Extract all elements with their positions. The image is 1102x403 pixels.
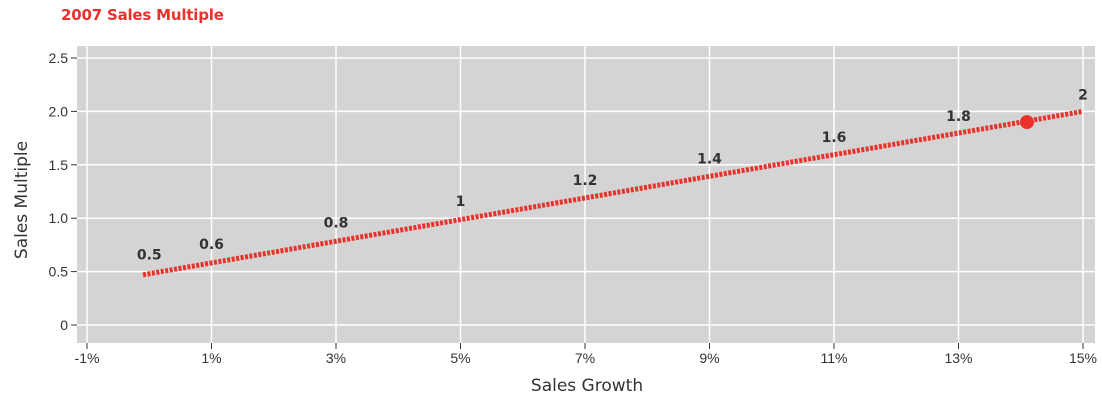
x-tick-label: 5%	[450, 350, 470, 366]
data-label: 2	[1078, 87, 1088, 103]
data-label: 1.2	[573, 173, 598, 189]
y-axis-ticks: 0 0.5 1.0 1.5 2.0 2.5	[49, 50, 77, 333]
y-tick-label: 1.0	[49, 210, 69, 226]
data-labels: 0.5 0.6 0.8 1 1.2 1.4 1.6 1.8 2	[137, 87, 1088, 263]
data-label: 0.8	[324, 216, 349, 232]
data-label: 1.8	[946, 109, 971, 125]
x-axis-title: Sales Growth	[531, 376, 643, 396]
x-tick-label: 13%	[944, 350, 972, 366]
data-label: 1	[456, 194, 466, 210]
y-axis-title: Sales Multiple	[12, 141, 32, 259]
trend-line	[142, 108, 1084, 278]
data-label: 0.6	[199, 237, 224, 253]
y-tick-label: 0.5	[49, 264, 69, 280]
trend-series	[142, 108, 1084, 278]
x-axis-ticks: -1% 1% 3% 5% 7% 9% 11% 13% 15%	[75, 343, 1097, 366]
chart-title: 2007 Sales Multiple	[61, 6, 224, 24]
data-label: 1.4	[697, 151, 722, 167]
y-tick-label: 0	[60, 317, 68, 333]
x-tick-label: 9%	[699, 350, 719, 366]
plot-background	[77, 46, 1095, 343]
y-tick-label: 2.5	[49, 50, 69, 66]
data-label: 0.5	[137, 248, 162, 264]
x-tick-label: -1%	[75, 350, 100, 366]
highlight-point	[1019, 115, 1034, 130]
x-tick-label: 7%	[575, 350, 595, 366]
x-tick-label: 3%	[326, 350, 346, 366]
x-tick-label: 15%	[1069, 350, 1097, 366]
y-tick-label: 1.5	[49, 157, 69, 173]
data-label: 1.6	[822, 130, 847, 146]
x-tick-label: 1%	[201, 350, 221, 366]
x-tick-label: 11%	[821, 350, 848, 366]
y-tick-label: 2.0	[49, 103, 69, 119]
grid-lines	[77, 46, 1095, 343]
